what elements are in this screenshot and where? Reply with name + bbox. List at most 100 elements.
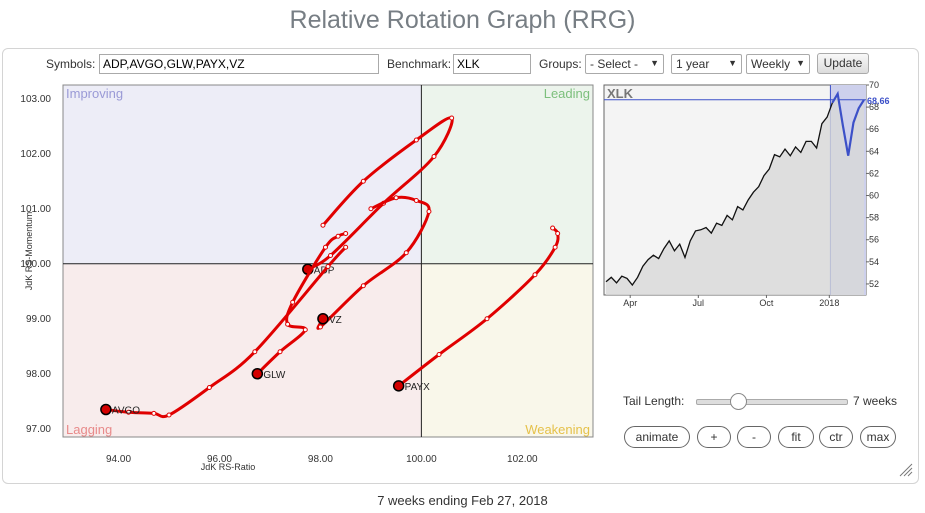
tail-point: [325, 264, 331, 269]
tail-point: [126, 409, 132, 415]
zoom-in-button[interactable]: +: [697, 426, 731, 448]
benchmark-price-line-highlight: [831, 90, 865, 156]
max-button[interactable]: max: [860, 426, 896, 448]
benchmark-y-tick-label: 62: [869, 168, 879, 178]
benchmark-y-tick-label: 52: [869, 279, 879, 289]
benchmark-label: Benchmark:: [387, 57, 452, 71]
tail-point: [277, 349, 283, 355]
y-tick-label: 103.00: [20, 94, 51, 105]
tail-point: [322, 244, 328, 250]
tail-point: [343, 231, 349, 236]
plot-frame: [62, 84, 594, 438]
tail-point: [360, 283, 366, 289]
tail-point: [426, 209, 432, 214]
period-select[interactable]: 1 year ▼: [671, 54, 742, 74]
benchmark-y-tick-label: 54: [869, 257, 879, 267]
tail-point: [552, 244, 558, 250]
tail-line-adp: [306, 116, 454, 271]
tail-length-slider-thumb[interactable]: [730, 393, 748, 410]
y-tick-label: 102.00: [20, 149, 51, 160]
x-tick-label: 96.00: [207, 454, 232, 465]
groups-select[interactable]: - Select - ▼: [585, 54, 664, 74]
update-button[interactable]: Update: [817, 53, 869, 74]
benchmark-y-tick-label: 64: [869, 146, 879, 156]
benchmark-y-tick-label: 66: [869, 124, 879, 134]
tail-point: [302, 327, 308, 333]
symbols-label: Symbols:: [46, 57, 96, 71]
tail-line-avgo: [104, 245, 348, 419]
y-tick-label: 99.00: [26, 314, 51, 325]
symbol-marker-avgo: [100, 403, 112, 416]
tail-point: [320, 222, 326, 228]
tail-length-slider[interactable]: [696, 393, 848, 410]
quadrant-label-improving: Improving: [66, 86, 123, 101]
y-tick-label: 98.00: [26, 369, 51, 380]
page-title: Relative Rotation Graph (RRG): [289, 6, 636, 34]
tail-point: [335, 233, 341, 239]
zoom-out-button[interactable]: -: [737, 426, 771, 448]
resize-grip-icon[interactable]: [898, 462, 914, 478]
tail-point: [206, 385, 212, 390]
tail-point: [413, 198, 419, 203]
symbol-label-glw: GLW: [263, 370, 286, 381]
x-tick-label: 100.00: [406, 454, 437, 465]
symbol-marker-vz: [317, 313, 329, 325]
benchmark-title: XLK: [607, 86, 634, 101]
symbols-input[interactable]: [99, 54, 379, 74]
tail-point: [413, 137, 419, 143]
tail-point: [360, 178, 366, 184]
benchmark-x-tick-label: 2018: [819, 298, 839, 308]
tail-point: [484, 316, 490, 322]
symbol-label-vz: VZ: [329, 315, 342, 326]
x-tick-label: 102.00: [507, 454, 538, 465]
x-tick-label: 98.00: [308, 454, 333, 465]
tail-point: [403, 250, 409, 256]
fit-button[interactable]: fit: [778, 426, 814, 448]
tail-point: [166, 412, 172, 418]
interval-select-value: Weekly: [751, 57, 791, 71]
benchmark-y-tick-label: 58: [869, 213, 879, 223]
quadrant-leading: [421, 85, 593, 264]
symbol-marker-glw: [251, 368, 264, 380]
y-axis-label: JdK RS-Momentum: [24, 212, 34, 291]
tail-point: [532, 272, 538, 278]
y-tick-label: 97.00: [26, 424, 51, 435]
tail-point: [436, 352, 442, 357]
animate-button[interactable]: animate: [624, 426, 690, 448]
tail-point: [431, 154, 437, 159]
center-button[interactable]: ctr: [819, 426, 853, 448]
y-tick-label: 100.00: [20, 259, 51, 270]
benchmark-x-tick-label: Jul: [693, 298, 705, 308]
interval-select[interactable]: Weekly ▼: [746, 54, 810, 74]
chevron-down-icon: ▼: [796, 58, 805, 68]
tail-point: [449, 115, 455, 121]
quadrant-weakening: [421, 263, 593, 437]
quadrant-label-lagging: Lagging: [66, 422, 112, 437]
benchmark-x-tick-label: Oct: [759, 298, 774, 308]
quadrant-improving: [63, 85, 422, 264]
groups-label: Groups:: [539, 57, 582, 71]
benchmark-y-tick-label: 68: [869, 102, 879, 112]
symbol-label-avgo: AVGO: [112, 406, 140, 417]
tail-point: [252, 349, 258, 355]
tail-point: [368, 206, 374, 212]
tail-point: [151, 410, 157, 416]
tail-point: [393, 195, 399, 201]
benchmark-last-value-label: 68.66: [867, 96, 890, 106]
tail-point: [290, 299, 296, 305]
x-tick-label: 94.00: [106, 454, 131, 465]
x-axis-label: JdK RS-Ratio: [201, 462, 256, 472]
quadrant-label-leading: Leading: [544, 86, 590, 101]
tail-point: [328, 253, 334, 258]
quadrant-lagging: [63, 263, 422, 437]
benchmark-x-tick-label: Apr: [623, 298, 637, 308]
footer-period: 7 weeks ending Feb 27, 2018: [377, 493, 548, 508]
tail-point: [550, 225, 556, 231]
benchmark-price-line: [605, 102, 834, 287]
benchmark-y-tick-label: 70: [869, 80, 879, 90]
benchmark-input[interactable]: [453, 54, 531, 74]
symbol-marker-payx: [392, 380, 405, 392]
tail-length-value: 7 weeks: [853, 394, 898, 408]
quadrant-label-weakening: Weakening: [525, 422, 590, 437]
